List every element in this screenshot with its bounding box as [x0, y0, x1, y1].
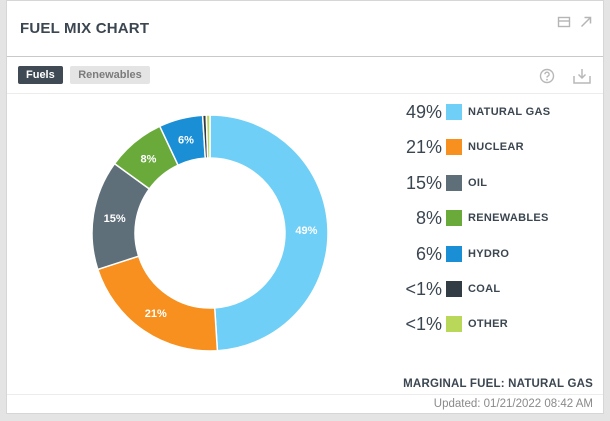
chart-legend: 49% NATURAL GAS 21% NUCLEAR 15% OIL 8% RENEWABL… [387, 101, 602, 349]
panel-title: FUEL MIX CHART [20, 20, 150, 37]
updated-timestamp: Updated: 01/21/2022 08:42 AM [433, 398, 593, 410]
toolbar-divider [7, 93, 603, 94]
donut-slice-other[interactable] [205, 114, 211, 159]
restore-window-icon[interactable] [557, 15, 571, 29]
legend-value: 8% [415, 208, 442, 229]
legend-value: 21% [405, 137, 442, 158]
legend-swatch [446, 174, 462, 191]
legend-label: COAL [468, 282, 501, 295]
legend-item-hydro[interactable]: 6% HYDRO [387, 243, 602, 278]
donut-slice-natural-gas[interactable] [209, 114, 329, 352]
legend-value: 15% [405, 172, 442, 193]
legend-value: 6% [415, 243, 442, 264]
legend-item-other[interactable]: <1% OTHER [387, 313, 602, 348]
legend-item-coal[interactable]: <1% COAL [387, 278, 602, 313]
legend-swatch [446, 139, 462, 156]
legend-item-nuclear[interactable]: 21% NUCLEAR [387, 136, 602, 171]
legend-label: NUCLEAR [468, 141, 524, 154]
fuel-mix-donut-chart: 49% 21% 15% 8% 6% [91, 114, 329, 352]
question-circle-icon[interactable] [537, 67, 557, 85]
panel-header: FUEL MIX CHART [7, 1, 603, 57]
slice-label-hydro: 6% [178, 135, 194, 147]
legend-value: <1% [405, 314, 442, 335]
slice-label-oil: 15% [104, 213, 126, 225]
legend-value: 49% [405, 102, 442, 122]
tab-fuels[interactable]: Fuels [18, 66, 63, 84]
donut-slice-nuclear[interactable] [96, 255, 219, 352]
legend-swatch [446, 316, 462, 333]
legend-label: NATURAL GAS [468, 106, 551, 118]
legend-swatch [446, 280, 462, 297]
legend-value: <1% [405, 278, 442, 299]
legend-label: RENEWABLES [468, 212, 549, 225]
legend-swatch [446, 104, 462, 120]
legend-swatch [446, 245, 462, 262]
legend-label: OTHER [468, 318, 508, 331]
legend-item-renewables[interactable]: 8% RENEWABLES [387, 207, 602, 242]
legend-label: HYDRO [468, 247, 510, 260]
fuel-mix-panel: FUEL MIX CHART Fuels Renewables [6, 0, 604, 414]
legend-label: OIL [468, 176, 488, 189]
legend-swatch [446, 210, 462, 227]
download-tray-icon[interactable] [572, 67, 592, 85]
legend-item-natural-gas[interactable]: 49% NATURAL GAS [387, 101, 602, 136]
panel-footer: Updated: 01/21/2022 08:42 AM [7, 394, 603, 414]
slice-label-natural-gas: 49% [295, 225, 317, 237]
slice-label-nuclear: 21% [145, 308, 167, 320]
marginal-fuel-text: MARGINAL FUEL: NATURAL GAS [403, 378, 593, 390]
fuel-tabs: Fuels Renewables [18, 66, 153, 84]
legend-item-oil[interactable]: 15% OIL [387, 172, 602, 207]
expand-arrow-icon[interactable] [579, 15, 593, 29]
slice-label-renewables: 8% [141, 154, 157, 166]
tab-renewables[interactable]: Renewables [70, 66, 150, 84]
